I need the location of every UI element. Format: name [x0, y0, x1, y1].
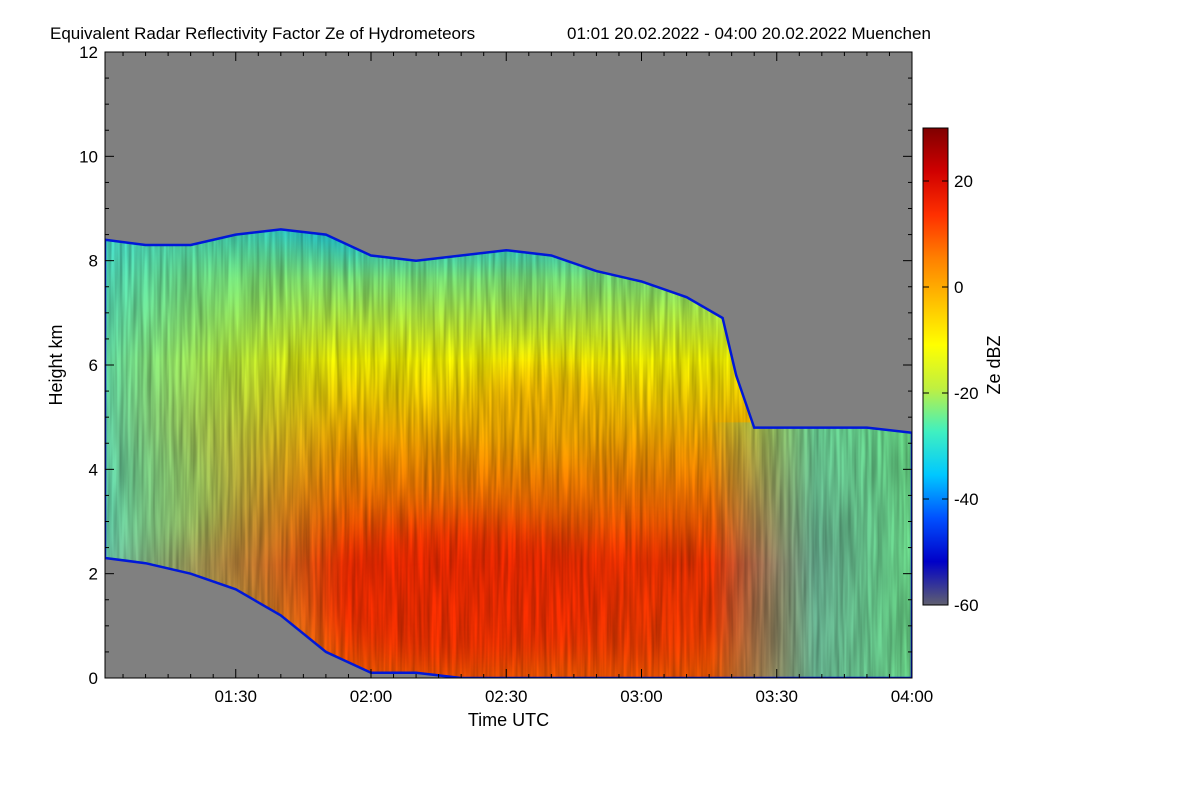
chart-subtitle: 01:01 20.02.2022 - 04:00 20.02.2022 Muen… — [567, 24, 931, 43]
y-tick-label: 0 — [89, 669, 98, 688]
y-tick-label: 4 — [89, 460, 98, 479]
colorbar-tick-label: -40 — [954, 490, 979, 509]
colorbar-tick-label: -20 — [954, 384, 979, 403]
x-tick-label: 03:00 — [620, 687, 663, 706]
x-tick-label: 01:30 — [214, 687, 257, 706]
x-tick-label: 02:30 — [485, 687, 528, 706]
colorbar: 20 0 -20 -40 -60 Ze dBZ — [922, 127, 1004, 615]
colorbar-tick-label: 0 — [954, 278, 963, 297]
x-tick-label: 02:00 — [350, 687, 393, 706]
y-tick-label: 10 — [79, 147, 98, 166]
plot-area — [105, 52, 912, 678]
y-tick-label: 8 — [89, 252, 98, 271]
x-tick-label: 03:30 — [755, 687, 798, 706]
colorbar-label: Ze dBZ — [984, 335, 1004, 394]
y-axis-label: Height km — [46, 324, 66, 405]
chart-title: Equivalent Radar Reflectivity Factor Ze … — [50, 24, 475, 43]
y-tick-label: 2 — [89, 565, 98, 584]
y-tick-label: 12 — [79, 43, 98, 62]
colorbar-scale — [922, 127, 949, 606]
cloud-edge — [105, 228, 912, 678]
colorbar-tick-label: -60 — [954, 596, 979, 615]
x-tick-label: 04:00 — [891, 687, 934, 706]
x-axis: 01:30 02:00 02:30 03:00 03:30 04:00 — [122, 52, 934, 706]
y-axis: 0 2 4 6 8 10 12 — [79, 43, 912, 688]
y-tick-label: 6 — [89, 356, 98, 375]
colorbar-ticks: 20 0 -20 -40 -60 — [923, 172, 979, 615]
colorbar-tick-label: 20 — [954, 172, 973, 191]
x-axis-label: Time UTC — [468, 710, 549, 730]
